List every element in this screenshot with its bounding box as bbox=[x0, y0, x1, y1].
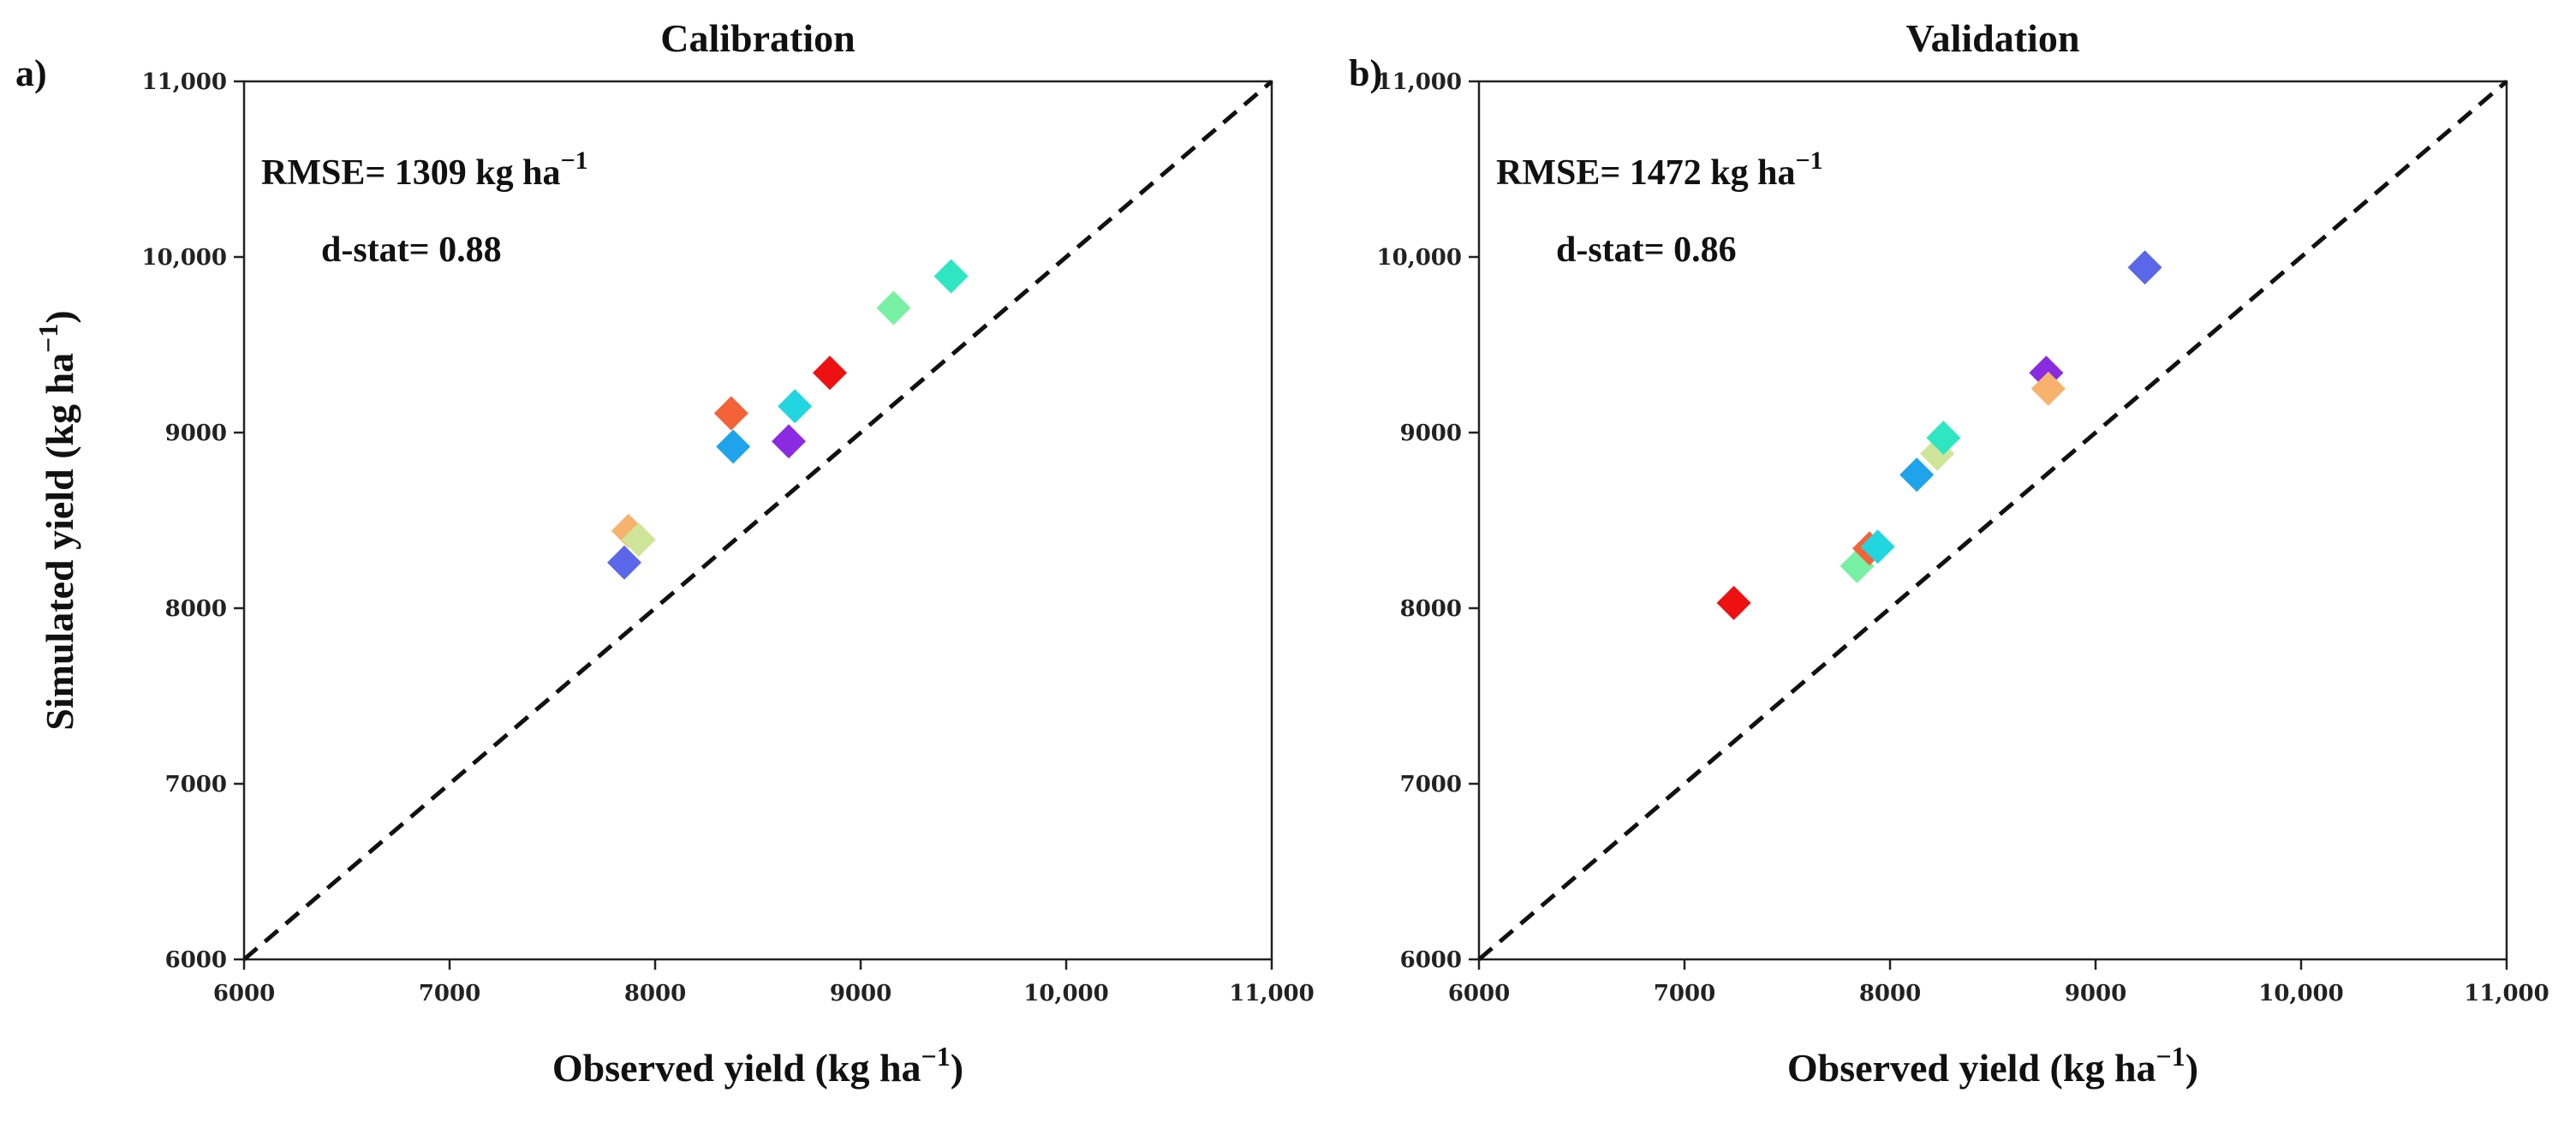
y-tick-label: 8000 bbox=[1400, 596, 1462, 622]
panel-label: a) bbox=[15, 52, 47, 94]
one-to-one-line bbox=[242, 80, 1273, 961]
dstat-annotation: d-stat= 0.88 bbox=[321, 230, 502, 270]
rmse-annotation: RMSE= 1309 kg ha−1 bbox=[261, 146, 588, 193]
x-tick-label: 9000 bbox=[2065, 981, 2126, 1007]
data-point bbox=[2030, 371, 2066, 406]
x-tick-label: 11,000 bbox=[1229, 981, 1315, 1007]
x-tick-label: 6000 bbox=[1448, 981, 1510, 1007]
chart-panel-validation: 6000 7000 8000 9000 10,000 11,000 6000 7000 8000… bbox=[1349, 16, 2549, 1090]
data-point bbox=[716, 429, 751, 464]
y-tick-label: 11,000 bbox=[1376, 69, 1462, 95]
data-point bbox=[1860, 529, 1895, 564]
panel-title: Calibration bbox=[660, 16, 855, 60]
data-point bbox=[876, 290, 911, 326]
data-point bbox=[713, 396, 748, 431]
x-tick-label: 9000 bbox=[830, 981, 891, 1007]
panel-title: Validation bbox=[1906, 16, 2080, 60]
y-tick-label: 6000 bbox=[1400, 947, 1462, 973]
data-point bbox=[1926, 421, 1961, 456]
x-tick-label: 7000 bbox=[419, 981, 480, 1007]
one-to-one-line bbox=[1477, 80, 2508, 961]
chart-panel-calibration: 6000 7000 8000 9000 10,000 11,000 6000 7000 8000… bbox=[15, 16, 1315, 1090]
data-point bbox=[778, 389, 813, 424]
data-point bbox=[933, 259, 969, 294]
x-tick-label: 8000 bbox=[1859, 981, 1921, 1007]
x-axis-label: Observed yield (kg ha−1) bbox=[1787, 1041, 2198, 1090]
panel-label: b) bbox=[1349, 52, 1382, 94]
x-tick-label: 10,000 bbox=[2258, 981, 2344, 1007]
x-tick-label: 11,000 bbox=[2464, 981, 2549, 1007]
y-tick-label: 6000 bbox=[165, 947, 227, 973]
y-axis-label: Simulated yield (kg ha−1) bbox=[33, 310, 81, 730]
x-tick-label: 6000 bbox=[213, 981, 275, 1007]
dstat-annotation: d-stat= 0.86 bbox=[1556, 230, 1737, 270]
plot-area-frame bbox=[1477, 80, 2508, 961]
data-point bbox=[1899, 457, 1935, 493]
data-point bbox=[2127, 250, 2162, 285]
y-tick-label: 8000 bbox=[165, 596, 227, 622]
data-point bbox=[1716, 585, 1751, 620]
data-point bbox=[607, 545, 641, 580]
y-tick-label: 10,000 bbox=[141, 245, 227, 271]
data-point bbox=[813, 355, 847, 391]
data-point bbox=[621, 523, 656, 558]
x-tick-label: 10,000 bbox=[1023, 981, 1109, 1007]
plot-area-frame bbox=[242, 80, 1273, 961]
x-tick-label: 7000 bbox=[1654, 981, 1715, 1007]
y-tick-label: 7000 bbox=[1400, 772, 1462, 797]
rmse-annotation: RMSE= 1472 kg ha−1 bbox=[1496, 146, 1823, 193]
x-tick-label: 8000 bbox=[624, 981, 686, 1007]
y-tick-label: 7000 bbox=[165, 772, 227, 797]
data-point bbox=[1920, 436, 1955, 471]
x-axis-label: Observed yield (kg ha−1) bbox=[552, 1041, 963, 1090]
y-tick-label: 10,000 bbox=[1376, 245, 1462, 271]
y-tick-label: 11,000 bbox=[141, 69, 227, 95]
y-tick-label: 9000 bbox=[165, 421, 227, 446]
y-tick-label: 9000 bbox=[1400, 421, 1462, 446]
data-point bbox=[772, 424, 806, 459]
